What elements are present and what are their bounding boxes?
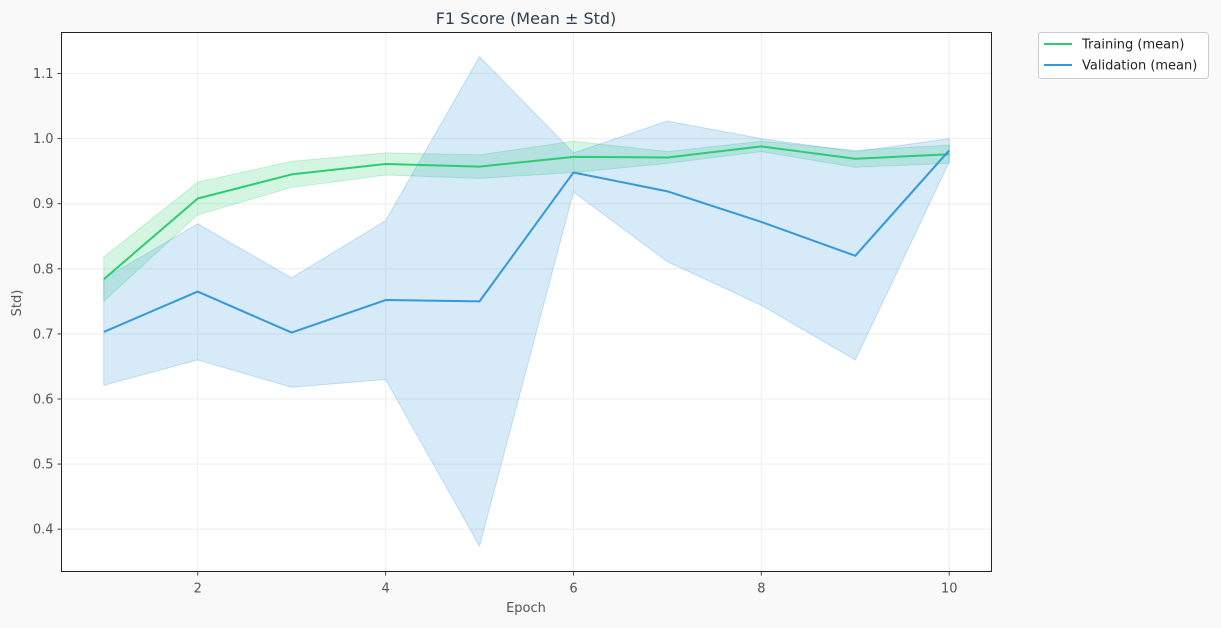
y-tick-label: 0.5: [33, 458, 54, 473]
legend: Training (mean) Validation (mean): [1038, 32, 1209, 79]
plot-frame: [61, 32, 992, 572]
mean-line-series-1: [103, 149, 950, 334]
legend-label: Training (mean): [1081, 38, 1184, 53]
y-tick-label: 1.1: [33, 67, 54, 82]
legend-box: [1038, 32, 1209, 79]
y-axis-label: Std): [10, 290, 25, 317]
y-tick-label: 0.7: [33, 327, 54, 342]
x-axis-label: Epoch: [506, 601, 546, 616]
legend-label: Validation (mean): [1082, 59, 1197, 74]
chart-title: F1 Score (Mean ± Std): [436, 9, 617, 28]
x-tick-label: 10: [941, 582, 958, 597]
x-tick-label: 6: [569, 582, 577, 597]
y-tick-label: 0.8: [33, 262, 54, 277]
y-tick-label: 0.9: [33, 197, 54, 212]
x-tick-label: 2: [194, 582, 202, 597]
plot-background: [61, 32, 992, 572]
y-tick-label: 1.0: [33, 132, 54, 147]
y-tick-label: 0.6: [33, 392, 54, 407]
plot-area: 0.4 0.5 0.6 0.7 0.8 0.9 1.0 1.1 2 4 6 8 10: [33, 32, 992, 597]
std-band-series-1: [103, 55, 950, 548]
x-tick-label: 8: [757, 582, 765, 597]
y-tick-label: 0.4: [33, 523, 54, 538]
std-band-series-0: [103, 140, 950, 303]
x-tick-label: 4: [381, 582, 389, 597]
mean-line-series-0: [103, 145, 950, 280]
